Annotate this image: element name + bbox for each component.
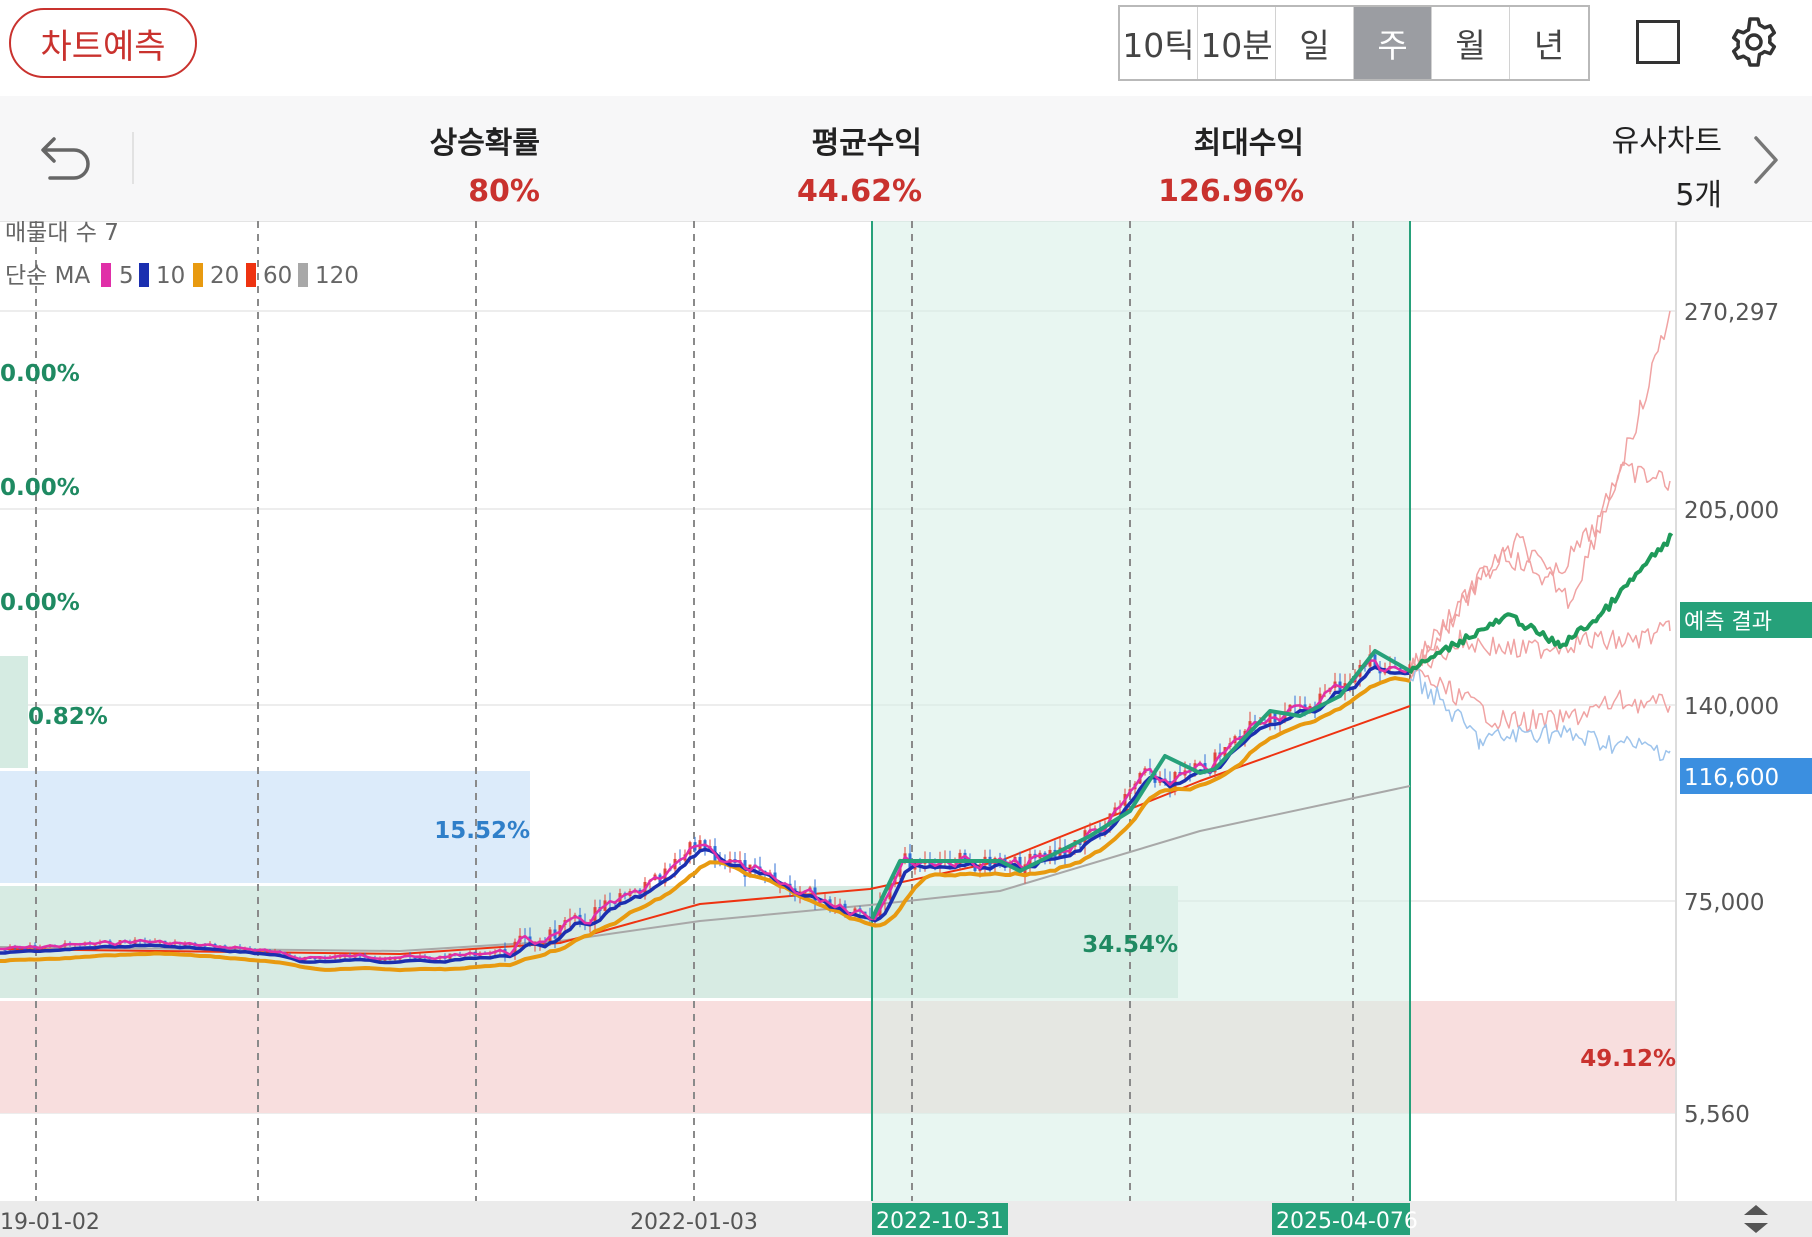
highlight-end-tag bbox=[1272, 1203, 1410, 1235]
highlight-start-label: 2022-10-31 bbox=[876, 1209, 1004, 1234]
highlight-start-tag bbox=[872, 1203, 1008, 1235]
period-week[interactable]: 주 bbox=[1354, 7, 1432, 79]
volume-profile-label: 0.00% bbox=[0, 475, 80, 501]
max-return-label: 최대수익 bbox=[1193, 126, 1304, 161]
divider bbox=[132, 132, 134, 184]
highlight-range bbox=[872, 221, 1410, 1201]
chart-predict-button[interactable]: 차트예측 bbox=[9, 8, 197, 78]
similar-chart-line bbox=[1409, 461, 1671, 675]
volume-profile-bar bbox=[0, 1001, 1676, 1113]
average-return-value: 44.62% bbox=[797, 174, 922, 209]
max-return: 최대수익 126.96% bbox=[1140, 118, 1304, 209]
ma10-line bbox=[0, 665, 1411, 965]
similar-chart-line bbox=[1409, 310, 1671, 677]
y-tick-label: 205,000 bbox=[1684, 498, 1779, 524]
y-tick-label: 75,000 bbox=[1684, 890, 1764, 916]
volume-profile-label: 49.12% bbox=[1580, 1046, 1676, 1072]
prediction-result-tag bbox=[1680, 602, 1812, 638]
similar-chart-line bbox=[1409, 667, 1671, 762]
volume-profile-label: 0.00% bbox=[0, 361, 80, 387]
ma20-legend: 20 bbox=[210, 263, 239, 289]
max-return-value: 126.96% bbox=[1158, 174, 1304, 209]
y-tick-label: 5,560 bbox=[1684, 1102, 1750, 1128]
rise-probability-label: 상승확률 bbox=[429, 126, 540, 161]
ma5-legend: 5 bbox=[119, 263, 134, 289]
period-10tick[interactable]: 10틱 bbox=[1120, 7, 1198, 79]
volume-profile-bar bbox=[0, 656, 28, 768]
ma20-swatch bbox=[193, 263, 203, 287]
ma120-line bbox=[0, 785, 1411, 952]
ma5-swatch bbox=[101, 263, 111, 287]
square-icon[interactable] bbox=[1636, 20, 1680, 64]
scroll-handle-icon[interactable] bbox=[1744, 1205, 1768, 1233]
volume-profile-count-label: 매물대 수 7 bbox=[5, 221, 119, 246]
period-day[interactable]: 일 bbox=[1276, 7, 1354, 79]
volume-profile-label: 0.82% bbox=[28, 704, 108, 730]
ma20-line bbox=[0, 676, 1411, 973]
current-price-label: 116,600 bbox=[1684, 765, 1779, 791]
similar-chart-line bbox=[1409, 668, 1671, 733]
volume-profile-bar bbox=[0, 771, 530, 883]
similar-chart-line bbox=[1409, 620, 1671, 675]
prediction-stats-bar: 상승확률 80% 평균수익 44.62% 최대수익 126.96% 유사차트 5… bbox=[0, 96, 1812, 222]
ma60-legend: 60 bbox=[263, 263, 292, 289]
highlight-end-label: 2025-04-076 bbox=[1276, 1209, 1418, 1234]
volume-profile-label: 34.54% bbox=[1082, 932, 1178, 958]
top-toolbar: 차트예측 10틱 10분 일 주 월 년 bbox=[0, 0, 1812, 96]
x-tick-label: 2022-01-03 bbox=[630, 1210, 758, 1235]
chevron-right-icon[interactable] bbox=[1748, 132, 1784, 188]
period-selector: 10틱 10분 일 주 월 년 bbox=[1118, 5, 1590, 81]
ma10-swatch bbox=[139, 263, 149, 287]
period-year[interactable]: 년 bbox=[1533, 26, 1565, 65]
ma60-line bbox=[0, 705, 1411, 955]
y-tick-label: 140,000 bbox=[1684, 694, 1779, 720]
prediction-result-label: 예측 결과 bbox=[1684, 610, 1772, 635]
ma120-legend: 120 bbox=[315, 263, 359, 289]
x-tick-label: 19-01-02 bbox=[0, 1210, 100, 1235]
ma5-line bbox=[0, 659, 1411, 961]
current-price-tag bbox=[1680, 758, 1812, 794]
rise-probability: 상승확률 80% bbox=[410, 118, 540, 209]
similar-charts-label: 유사차트 bbox=[1611, 124, 1722, 159]
rise-probability-value: 80% bbox=[468, 174, 540, 209]
ma-legend-label: 단순 MA bbox=[5, 263, 90, 289]
volume-profile-label: 0.00% bbox=[0, 590, 80, 616]
ma60-swatch bbox=[246, 263, 256, 287]
period-10min[interactable]: 10분 bbox=[1198, 7, 1276, 79]
similar-charts-count: 5개 bbox=[1675, 178, 1722, 213]
ma10-legend: 10 bbox=[156, 263, 185, 289]
pattern-outline bbox=[870, 649, 1411, 920]
similar-charts[interactable]: 유사차트 5개 bbox=[1612, 116, 1722, 214]
y-tick-label: 270,297 bbox=[1684, 300, 1779, 326]
gear-icon[interactable] bbox=[1726, 14, 1782, 70]
volume-profile-label: 15.52% bbox=[434, 818, 530, 844]
period-month[interactable]: 월 bbox=[1432, 7, 1510, 79]
undo-arrow-icon[interactable] bbox=[36, 130, 96, 190]
price-chart[interactable]: 0.00% 0.00% 0.00% 0.82% 15.52% 34.54% 49… bbox=[0, 221, 1812, 1237]
average-return: 평균수익 44.62% bbox=[770, 118, 922, 209]
average-return-label: 평균수익 bbox=[811, 126, 922, 161]
ma120-swatch bbox=[298, 263, 308, 287]
prediction-line bbox=[1408, 532, 1674, 675]
